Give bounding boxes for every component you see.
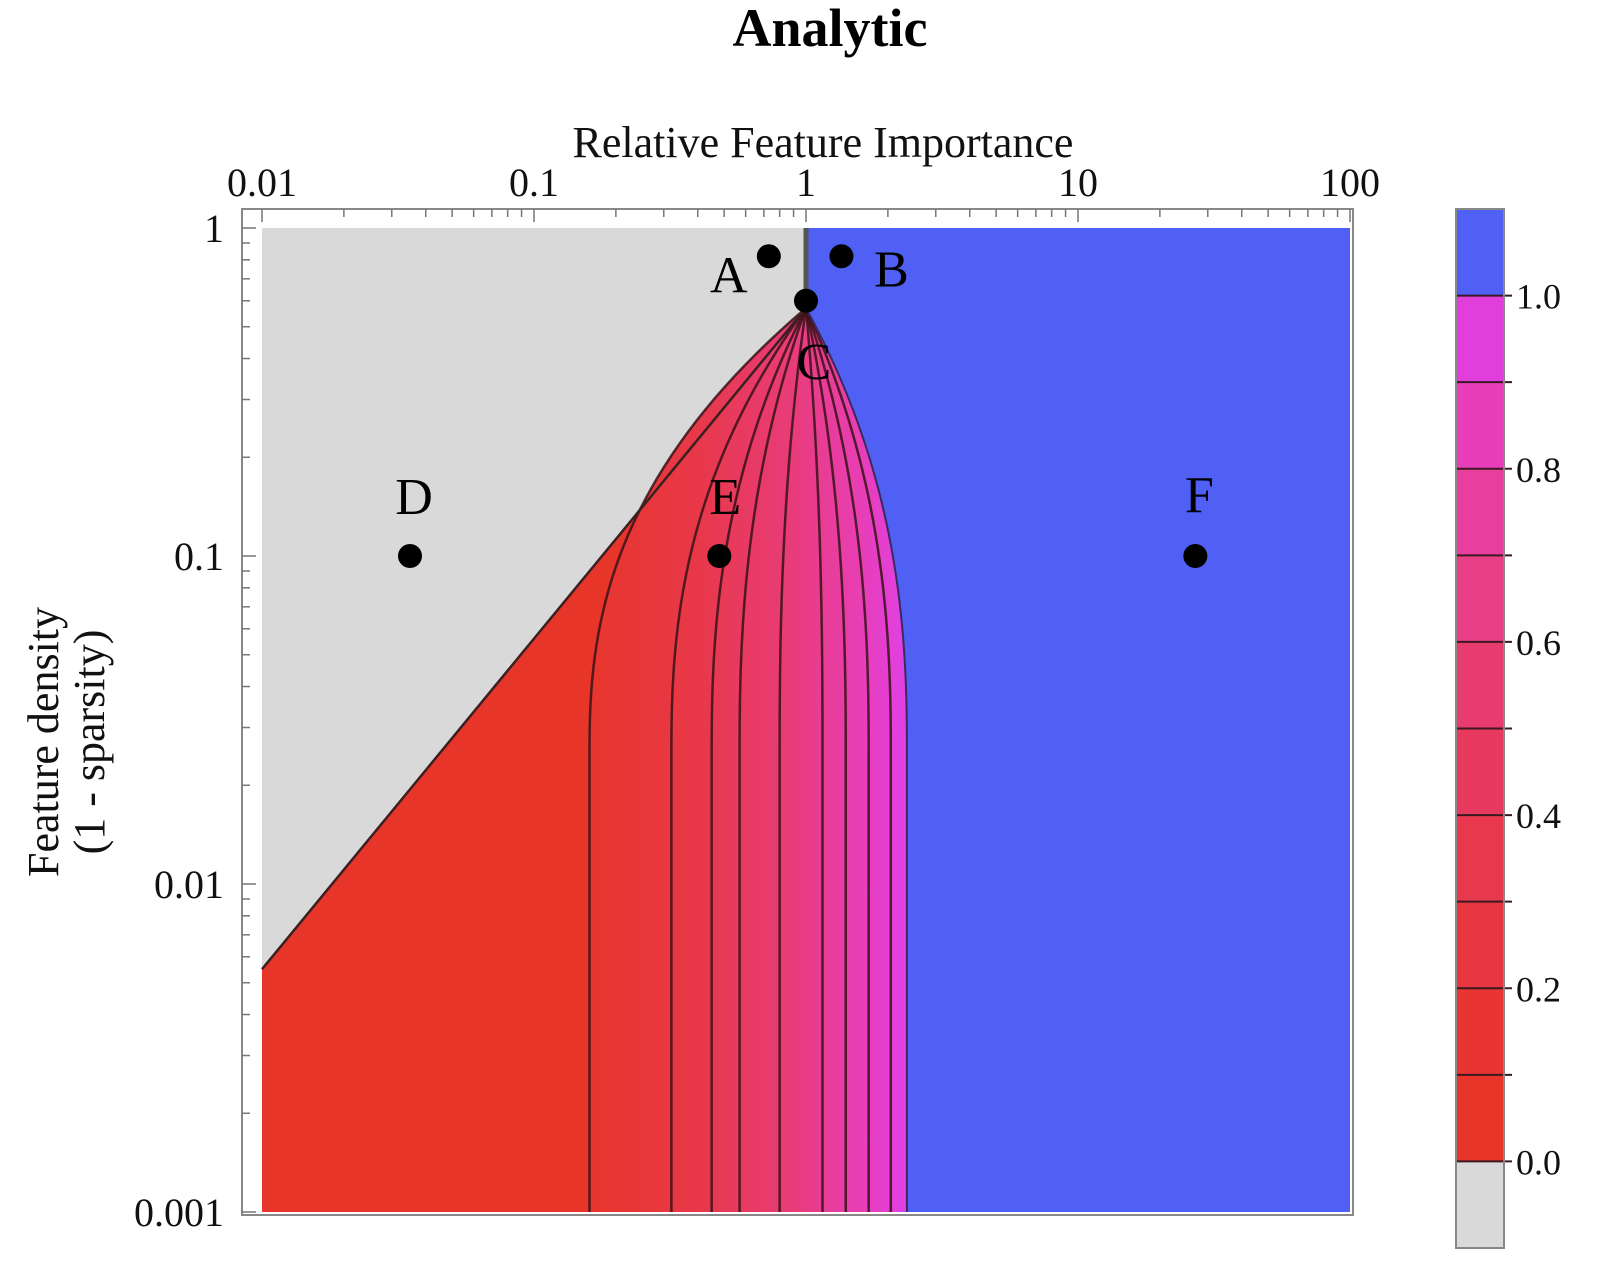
blue-boundary [805,307,908,1212]
contour-line-0.8 [804,307,870,1212]
x-tick-label-3: 10 [1058,160,1098,205]
point-label-c: C [797,334,832,391]
axes-frame [241,208,1354,1216]
point-label-f: F [1185,467,1214,524]
point-f [1183,544,1208,568]
y-tick-label-2: 0.01 [154,862,224,907]
y-axis-title-line-1: Feature density [19,607,68,877]
point-label-a: A [710,247,748,304]
contour-line-0.5 [778,307,808,1212]
colorbar-tick-label-3: 0.6 [1516,623,1561,663]
point-e [707,544,732,568]
point-a [756,244,781,269]
y-axis-title: Feature density (1 - sparsity) [19,607,114,877]
colorbar-tick-label-4: 0.8 [1516,450,1561,490]
point-label-b: B [874,241,909,298]
colorbar-band-6 [1456,641,1504,729]
colorbar-band-9 [1456,382,1504,470]
point-b [829,244,854,269]
grey-red-boundary [261,307,807,970]
colorbar-band-4 [1456,815,1504,903]
y-tick-label-0: 1 [204,206,224,251]
colorbar-frame [1455,208,1505,1249]
point-label-e: E [709,469,741,526]
contour-line-0.6 [804,307,824,1212]
colorbar-tick-label-1: 0.2 [1516,969,1561,1009]
x-tick-label-4: 100 [1320,160,1380,205]
contour-line-0.1 [588,307,807,1212]
point-c [794,288,818,313]
y-axis-title-line-2: (1 - sparsity) [65,630,114,855]
colorbar-tick-label-0: 0.0 [1516,1142,1561,1182]
transition-region [589,308,907,1212]
contour-line-0.4 [738,307,808,1212]
colorbar-band-11 [1456,209,1504,297]
chart-title: Analytic [733,0,928,58]
blue-region [806,228,1350,1212]
point-d [397,544,422,568]
colorbar-band-3 [1456,901,1504,989]
colorbar: 0.0 0.2 0.4 0.6 0.8 1.0 [1455,208,1561,1249]
plot-area [261,228,1350,1212]
contour-line-0.2 [670,307,808,1212]
colorbar-tick-label-5: 1.0 [1516,277,1561,317]
colorbar-band-2 [1456,988,1504,1076]
point-label-d: D [395,469,433,526]
colorbar-band-7 [1456,555,1504,643]
colorbar-band-5 [1456,728,1504,816]
y-tick-label-3: 0.001 [134,1190,224,1235]
colorbar-band-10 [1456,295,1504,383]
x-tick-label-2: 1 [796,160,816,205]
x-tick-label-0: 0.01 [227,160,297,205]
colorbar-tick-label-2: 0.4 [1516,796,1561,836]
contour-line-0.7 [804,307,847,1212]
axes: 0.01 0.1 1 10 100 1 0.1 0.01 0.001 [134,160,1380,1235]
y-tick-label-1: 0.1 [174,534,224,579]
x-tick-label-1: 0.1 [509,160,559,205]
labeled-points: A BC D E F [395,241,1214,568]
contour-line-0.9 [804,307,893,1212]
colorbar-band-8 [1456,468,1504,556]
colorbar-band-1 [1456,1074,1504,1162]
colorbar-band-0 [1456,1161,1504,1249]
x-axis-title: Relative Feature Importance [573,118,1074,167]
contour-line-0.3 [710,307,808,1212]
